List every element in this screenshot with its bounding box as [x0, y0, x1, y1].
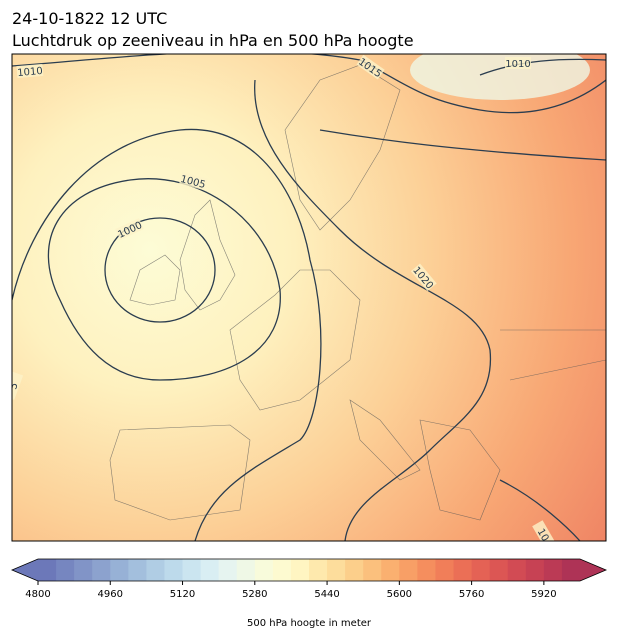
colorbar-segment — [146, 559, 165, 581]
date: 24-10-1822 12 UTC — [12, 9, 167, 28]
colorbar-segment — [218, 559, 238, 581]
colorbar-tick-label: 5600 — [387, 589, 412, 600]
colorbar-segment — [92, 559, 111, 581]
colorbar-segment — [345, 559, 364, 581]
colorbar-tick-label: 5120 — [170, 589, 195, 600]
colorbar-segment — [399, 559, 418, 581]
contour-label-bg — [12, 371, 24, 400]
colorbar-segment — [363, 559, 382, 581]
colorbar-tick-label: 4960 — [98, 589, 123, 600]
colorbar-segment — [507, 559, 527, 581]
colorbar-segment — [272, 559, 292, 581]
colorbar-segment — [164, 559, 184, 581]
colorbar-segment — [327, 559, 346, 581]
contour-label-bg — [532, 520, 556, 541]
colorbar-tick-label: 5280 — [242, 589, 267, 600]
coastlines — [109, 64, 606, 521]
colorbar-tick-label: 5760 — [459, 589, 484, 600]
colorbar-segment — [38, 559, 57, 581]
colorbar: 4800 4960 5120 5280 5440 5600 5760 5920 — [10, 558, 608, 600]
contour-label-bg — [410, 263, 437, 292]
colorbar-tick-label: 4800 — [25, 589, 50, 600]
title: Luchtdruk op zeeniveau in hPa en 500 hPa… — [12, 31, 414, 50]
contour-label-bg — [356, 54, 385, 80]
contour-label: 1010 — [17, 66, 43, 79]
contour-label: 1010 — [505, 59, 530, 70]
contour-label-bg — [16, 63, 44, 79]
height-field — [410, 54, 590, 100]
colorbar-segment — [254, 559, 274, 581]
colorbar-segment — [182, 559, 202, 581]
colorbar-segment — [525, 559, 545, 581]
colorbar-segment — [453, 559, 473, 581]
colorbar-segment — [128, 559, 147, 581]
colorbar-segment — [236, 559, 256, 581]
colorbar-outline — [10, 558, 608, 582]
contour-label: 10 — [535, 527, 551, 544]
colorbar-segment — [200, 559, 220, 581]
colorbar-segment — [110, 559, 129, 581]
colorbar-segment — [309, 559, 328, 581]
contour-label-bg — [179, 171, 208, 191]
contour-label-bg — [115, 218, 144, 241]
colorbar-segment — [381, 559, 400, 581]
colorbar-segment — [471, 559, 491, 581]
colorbar-segment — [561, 559, 581, 581]
colorbar-segment — [543, 559, 563, 581]
colorbar-tick-label: 5440 — [314, 589, 339, 600]
colorbar-tick-label: 5920 — [531, 589, 556, 600]
colorbar-extend-high — [580, 559, 606, 581]
colorbar-extend-low — [12, 559, 38, 581]
colorbar-segment — [417, 559, 436, 581]
colorbar-segment — [56, 559, 75, 581]
colorbar-segment — [74, 559, 93, 581]
colorbar-label: 500 hPa hoogte in meter — [247, 618, 372, 629]
isobars — [12, 54, 606, 541]
colorbar-segment — [290, 559, 310, 581]
colorbar-segment — [435, 559, 455, 581]
contour-label: 5 — [8, 381, 21, 391]
map-frame — [11, 53, 607, 542]
contour-label-bg — [505, 57, 531, 69]
height-field — [12, 54, 606, 541]
colorbar-segment — [489, 559, 509, 581]
